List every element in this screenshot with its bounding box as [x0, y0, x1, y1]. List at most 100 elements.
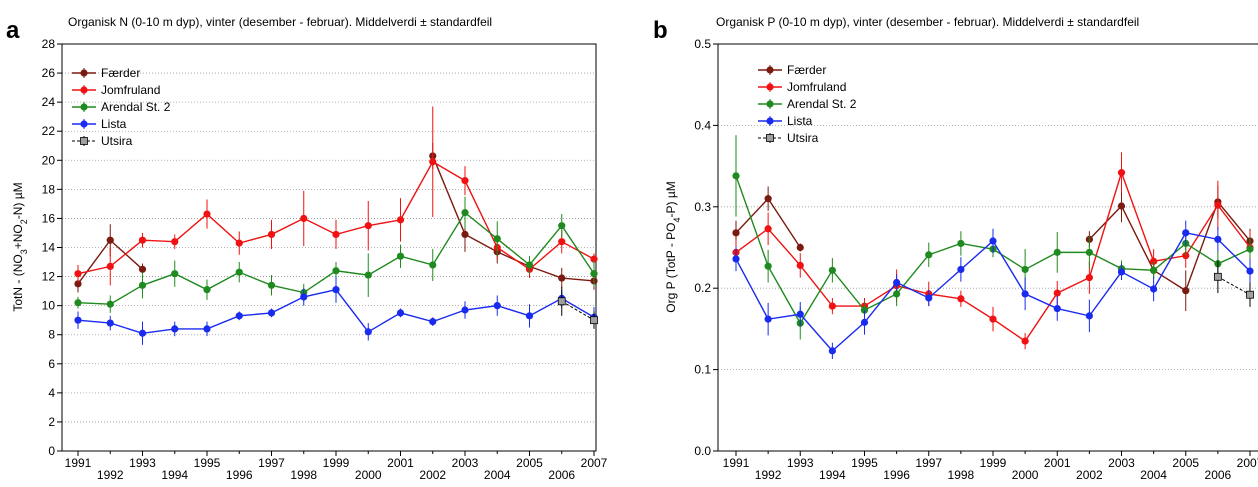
y-tick-label-0: 24: [42, 95, 56, 109]
y-tick-label-0: 18: [42, 182, 56, 196]
x-tick-label-0: 1998: [290, 468, 317, 482]
x-tick-label-1: 1994: [819, 468, 846, 482]
y-axis-label-b: Org P (TotP - PO4-P) µM: [664, 181, 682, 313]
legend-marker-0-3: [80, 120, 88, 128]
y-tick-label-0: 2: [48, 415, 55, 429]
data-point-1-0: [764, 195, 772, 203]
data-point-1-3: [1182, 229, 1190, 237]
data-point-1-2: [1053, 248, 1061, 256]
series-line-0-1: [77, 160, 595, 275]
x-tick-label-1: 1996: [883, 468, 910, 482]
legend-marker-1-3: [766, 117, 774, 125]
series-1-3: [732, 220, 1254, 360]
y-tick-label-0: 6: [48, 357, 55, 371]
data-point-1-0: [1182, 287, 1190, 295]
legend-item-1-1: Jomfruland: [758, 80, 846, 94]
x-tick-label-0: 1995: [194, 456, 221, 470]
panel-label-a: a: [6, 17, 20, 44]
legend-marker-1-2: [766, 100, 774, 108]
legend-marker-1-0: [766, 66, 774, 74]
data-point-0-1: [106, 262, 114, 270]
series-1-1: [732, 152, 1254, 350]
x-tick-label-0: 1993: [129, 456, 156, 470]
legend-label-0-0: Færder: [101, 66, 140, 80]
legend-item-0-3: Lista: [72, 117, 127, 131]
data-point-0-2: [558, 222, 566, 230]
legend-label-1-3: Lista: [787, 114, 813, 128]
panel-label-b: b: [653, 17, 668, 44]
x-tick-label-0: 2005: [516, 456, 543, 470]
data-point-0-1: [558, 238, 566, 246]
data-point-0-1: [203, 210, 211, 218]
legend-label-0-3: Lista: [101, 117, 127, 131]
x-tick-label-1: 2003: [1108, 456, 1135, 470]
data-point-1-2: [764, 262, 772, 270]
data-point-0-2: [235, 268, 243, 276]
data-point-0-1: [590, 255, 598, 263]
data-point-1-0: [1117, 202, 1126, 210]
x-tick-label-1: 2002: [1076, 468, 1103, 482]
data-point-0-3: [171, 325, 179, 333]
x-tick-label-1: 1998: [948, 468, 975, 482]
legend-item-0-2: Arendal St. 2: [72, 100, 171, 114]
data-point-1-1: [764, 225, 772, 233]
data-point-0-2: [429, 261, 437, 269]
data-point-0-0: [74, 280, 82, 288]
data-point-1-1: [1117, 169, 1126, 177]
y-tick-label-0: 4: [48, 386, 55, 400]
data-point-0-2: [332, 267, 340, 275]
x-tick-label-0: 2003: [452, 456, 479, 470]
x-tick-label-1: 2004: [1140, 468, 1167, 482]
chart-title-a: Organisk N (0-10 m dyp), vinter (desembe…: [68, 15, 492, 29]
data-point-1-3: [796, 310, 804, 318]
data-point-1-3: [828, 347, 836, 355]
legend-marker-0-0: [80, 69, 88, 77]
data-point-0-2: [525, 261, 534, 269]
data-point-0-2: [138, 281, 147, 289]
data-point-0-1: [74, 270, 82, 278]
x-tick-label-1: 2005: [1172, 456, 1199, 470]
series-line-1-0: [1088, 200, 1251, 292]
x-tick-label-0: 1991: [65, 456, 92, 470]
legend-item-0-1: Jomfruland: [72, 83, 160, 97]
y-tick-label-0: 14: [42, 241, 56, 255]
plot-frame-b: [717, 43, 1258, 452]
data-point-0-2: [74, 299, 82, 307]
data-point-1-2: [732, 172, 740, 180]
data-point-0-1: [300, 214, 308, 223]
data-point-0-3: [138, 329, 147, 337]
y-tick-label-1: 0.3: [694, 200, 711, 214]
x-tick-label-0: 1999: [323, 456, 350, 470]
x-tick-label-1: 1991: [723, 456, 750, 470]
x-tick-label-0: 2007: [581, 456, 608, 470]
data-point-1-1: [989, 315, 997, 323]
data-point-0-0: [106, 236, 114, 244]
data-point-0-4: [557, 297, 566, 306]
x-tick-label-1: 2001: [1044, 456, 1071, 470]
legend-marker-1-4: [766, 134, 774, 142]
x-tick-label-0: 2004: [484, 468, 511, 482]
panel-a: a Organisk N (0-10 m dyp), vinter (desem…: [0, 0, 629, 482]
y-tick-label-0: 26: [42, 66, 56, 80]
data-point-1-3: [1053, 304, 1061, 313]
data-point-1-3: [1085, 312, 1093, 320]
data-point-0-3: [300, 293, 308, 301]
legend-item-1-3: Lista: [758, 114, 813, 128]
data-point-1-1: [1021, 337, 1029, 345]
data-point-0-1: [171, 238, 179, 246]
data-point-1-3: [1117, 268, 1126, 276]
x-tick-label-1: 2007: [1237, 456, 1258, 470]
data-point-1-2: [828, 266, 836, 274]
x-tick-label-0: 2002: [419, 468, 446, 482]
legend-label-1-4: Utsira: [787, 131, 819, 145]
y-tick-label-0: 0: [48, 444, 55, 458]
legend-item-0-4: Utsira: [72, 134, 133, 148]
data-point-0-2: [267, 281, 276, 289]
series-0-1: [74, 106, 598, 286]
data-point-0-2: [493, 235, 501, 243]
x-tick-label-0: 2006: [548, 468, 575, 482]
data-point-1-3: [732, 255, 740, 263]
y-tick-label-0: 28: [42, 37, 56, 51]
x-tick-label-0: 2001: [387, 456, 414, 470]
data-point-1-1: [1085, 274, 1093, 282]
